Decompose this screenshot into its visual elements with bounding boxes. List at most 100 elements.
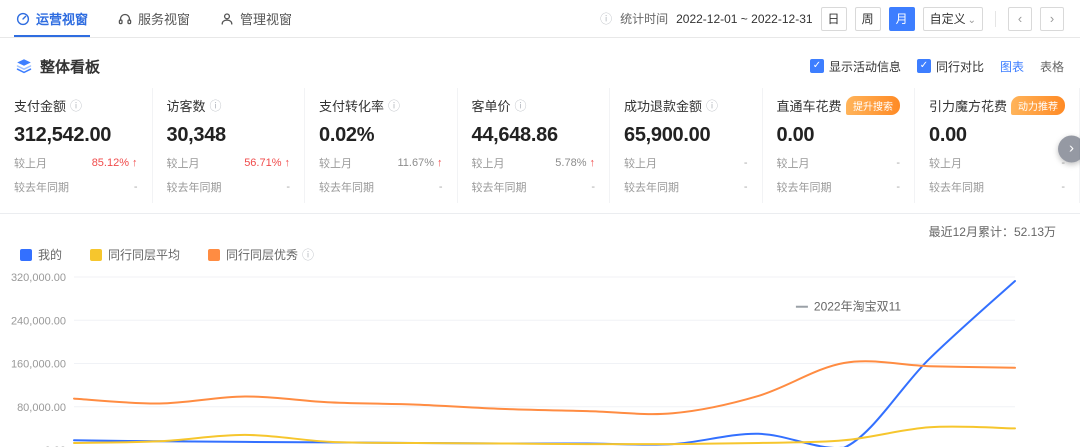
tab-label: 服务视窗: [138, 12, 191, 27]
yoy-label: 较去年同期: [166, 182, 222, 194]
kpi-title: 成功退款金额: [624, 99, 703, 114]
mom-label: 较上月: [166, 158, 200, 170]
info-icon[interactable]: ⓘ: [600, 12, 613, 26]
range-custom-button[interactable]: 自定义 ⌄: [922, 6, 983, 31]
mom-value: 56.71% ↑: [244, 157, 290, 169]
kpi-card-avg-order-value[interactable]: 客单价 ⓘ 44,648.86 较上月 5.78% ↑ 较去年同期 -: [458, 88, 610, 203]
kpi-card-refund-amount[interactable]: 成功退款金额 ⓘ 65,900.00 较上月 - 较去年同期 -: [610, 88, 763, 203]
legend-item-peer-excellent[interactable]: 同行同层优秀 ⓘ: [208, 246, 314, 263]
kpi-title: 客单价: [471, 99, 511, 114]
info-icon[interactable]: ⓘ: [70, 99, 83, 113]
mom-label: 较上月: [776, 158, 810, 170]
stats-time-range: 2022-12-01 ~ 2022-12-31: [676, 11, 813, 26]
toggle-peer-compare[interactable]: ✓ 同行对比: [916, 58, 984, 75]
range-month-button[interactable]: 月: [888, 6, 915, 31]
svg-text:160,000.00: 160,000.00: [11, 359, 66, 371]
mom-value: -: [1061, 157, 1066, 169]
kpi-card-visitors[interactable]: 访客数 ⓘ 30,348 较上月 56.71% ↑ 较去年同期 -: [153, 88, 305, 203]
legend-swatch-blue: [20, 248, 32, 261]
tab-management-view[interactable]: 管理视窗: [220, 0, 292, 37]
mom-value: 11.67% ↑: [397, 157, 443, 169]
legend-swatch-orange: [208, 248, 221, 261]
kpi-value: 65,900.00: [624, 124, 711, 146]
mom-label: 较上月: [929, 158, 962, 170]
arrow-up-icon: ↑: [437, 157, 443, 169]
svg-text:240,000.00: 240,000.00: [11, 315, 66, 327]
gauge-icon: [16, 12, 30, 26]
view-mode-chart[interactable]: 图表: [999, 59, 1024, 74]
legend-label: 我的: [38, 248, 63, 262]
headset-icon: [118, 12, 132, 26]
mom-value: 85.12% ↑: [91, 157, 138, 169]
mom-label: 较上月: [471, 158, 505, 170]
kpi-card-gravity-cube-cost[interactable]: 引力魔方花费 动力推荐 0.00 较上月 - 较去年同期 -: [915, 88, 1080, 203]
kpi-value: 0.00: [776, 124, 815, 146]
board-controls: ✓ 显示活动信息 ✓ 同行对比 图表 表格: [809, 58, 1064, 75]
legend-item-peer-average[interactable]: 同行同层平均: [90, 246, 180, 263]
yoy-label: 较去年同期: [776, 182, 832, 194]
next-page-button[interactable]: ›: [1040, 6, 1064, 31]
svg-text:80,000.00: 80,000.00: [17, 402, 66, 414]
board-title-text: 整体看板: [40, 58, 101, 76]
checkbox-checked-icon: ✓: [809, 59, 824, 73]
trend-chart: 0.00 80,000.00 160,000.00 240,000.00 320,000…: [0, 263, 1080, 447]
tab-service-view[interactable]: 服务视窗: [118, 0, 190, 37]
range-week-button[interactable]: 周: [854, 6, 881, 31]
yoy-label: 较去年同期: [624, 182, 679, 194]
divider: [995, 10, 996, 27]
yoy-value: -: [591, 181, 595, 193]
arrow-up-icon: ↑: [589, 157, 596, 169]
cards-next-button[interactable]: ›: [1058, 135, 1080, 162]
kpi-card-payment-amount[interactable]: 支付金额 ⓘ 312,542.00 较上月 85.12% ↑ 较去年同期 -: [0, 88, 153, 203]
board-title: 整体看板: [16, 56, 100, 77]
mom-value: -: [743, 157, 748, 169]
yoy-value: -: [438, 181, 443, 193]
tab-label: 运营视窗: [36, 12, 89, 27]
tab-operations-view[interactable]: 运营视窗: [13, 0, 91, 37]
mom-value: -: [896, 157, 900, 169]
range-day-button[interactable]: 日: [820, 6, 847, 31]
info-icon[interactable]: ⓘ: [514, 99, 527, 113]
topbar-controls: ⓘ 统计时间 2022-12-01 ~ 2022-12-31 日 周 月 自定义…: [600, 0, 1064, 37]
kpi-title: 支付金额: [14, 99, 67, 114]
kpi-value: 0.00: [929, 124, 967, 146]
stats-time-label: 统计时间: [620, 12, 669, 26]
kpi-value: 44,648.86: [471, 124, 559, 146]
legend-swatch-yellow: [90, 248, 103, 261]
top-nav: 运营视窗 服务视窗 管理视窗 ⓘ 统计时间 2022-12-01 ~ 2022-…: [0, 0, 1080, 38]
yoy-label: 较去年同期: [929, 182, 984, 194]
promo-badge-search[interactable]: 提升搜索: [846, 96, 900, 115]
yoy-label: 较去年同期: [471, 182, 527, 194]
kpi-card-express-train-cost[interactable]: 直通车花费 提升搜索 0.00 较上月 - 较去年同期 -: [763, 88, 915, 203]
chart-legend: 我的 同行同层平均 同行同层优秀 ⓘ: [0, 240, 1080, 263]
arrow-up-icon: ↑: [284, 157, 291, 169]
prev-page-button[interactable]: ‹: [1008, 6, 1032, 31]
recent-total: 最近12月累计：52.13万: [928, 225, 1056, 239]
view-mode-table[interactable]: 表格: [1039, 59, 1064, 74]
kpi-cards-row: 支付金额 ⓘ 312,542.00 较上月 85.12% ↑ 较去年同期 - 访客…: [0, 84, 1080, 214]
kpi-value: 0.02%: [319, 124, 375, 146]
kpi-card-conversion-rate[interactable]: 支付转化率 ⓘ 0.02% 较上月 11.67% ↑ 较去年同期 -: [305, 88, 458, 203]
kpi-value: 312,542.00: [14, 124, 112, 146]
kpi-title: 支付转化率: [319, 99, 385, 114]
kpi-title: 访客数: [166, 99, 206, 114]
legend-label: 同行同层平均: [108, 248, 181, 262]
mom-value: 5.78% ↑: [555, 157, 595, 169]
info-icon[interactable]: ⓘ: [706, 99, 719, 113]
yoy-value: -: [286, 181, 290, 193]
tab-label: 管理视窗: [240, 12, 293, 27]
legend-item-mine[interactable]: 我的: [20, 246, 62, 263]
legend-label: 同行同层优秀: [226, 248, 299, 262]
nav-tabs: 运营视窗 服务视窗 管理视窗: [13, 0, 292, 37]
info-icon[interactable]: ⓘ: [302, 248, 315, 262]
info-icon[interactable]: ⓘ: [388, 99, 401, 113]
kpi-title: 引力魔方花费: [929, 99, 1008, 114]
info-icon[interactable]: ⓘ: [209, 99, 222, 113]
mom-label: 较上月: [319, 158, 352, 170]
yoy-value: -: [133, 181, 138, 193]
mom-label: 较上月: [14, 158, 47, 170]
board-header: 整体看板 ✓ 显示活动信息 ✓ 同行对比 图表 表格: [0, 48, 1080, 84]
toggle-show-activity[interactable]: ✓ 显示活动信息: [809, 58, 901, 75]
promo-badge-recommend[interactable]: 动力推荐: [1011, 96, 1066, 115]
toggle-label: 显示活动信息: [828, 59, 901, 74]
